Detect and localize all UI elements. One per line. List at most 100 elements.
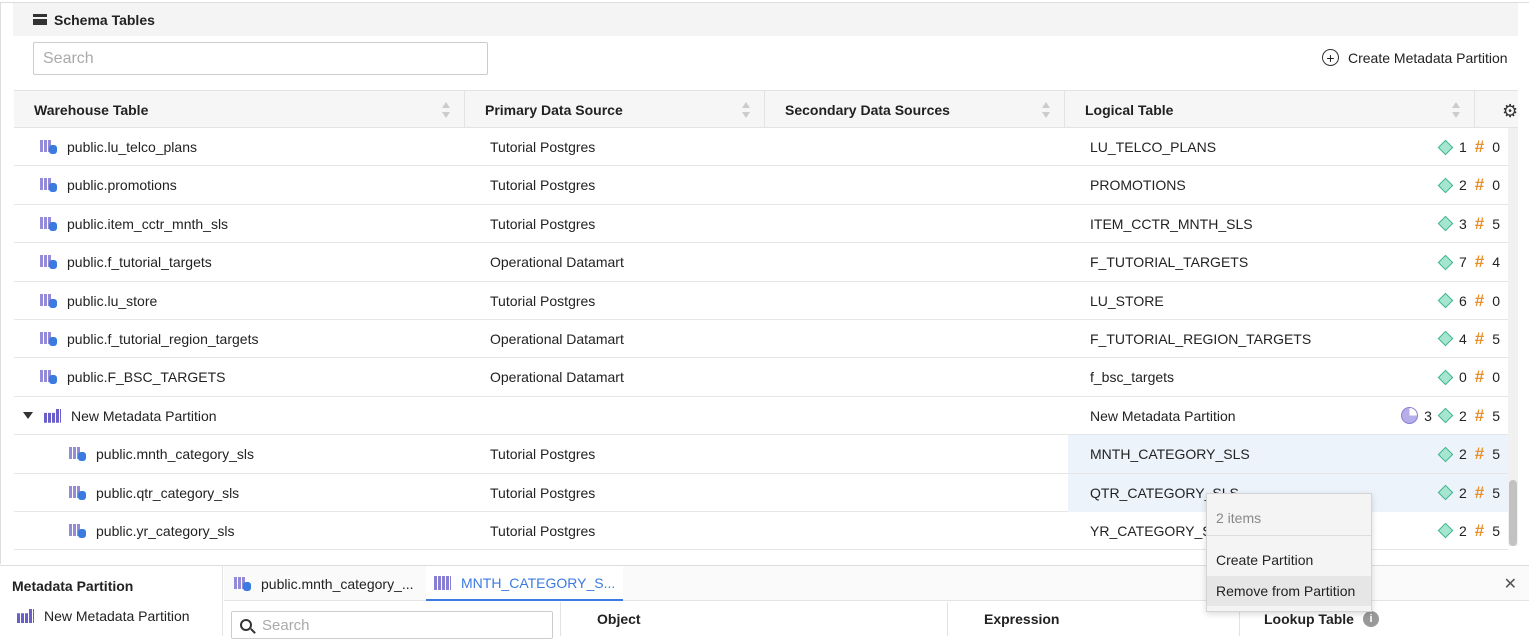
- table-header: Warehouse Table Primary Data Source Seco…: [14, 90, 1518, 128]
- sort-icon[interactable]: [442, 102, 450, 118]
- warehouse-table-icon: [40, 331, 57, 346]
- table-row[interactable]: public.yr_category_sls Tutorial Postgres…: [14, 512, 1508, 551]
- scrollbar-thumb[interactable]: [1509, 480, 1517, 546]
- warehouse-cell: public.item_cctr_mnth_sls: [40, 205, 228, 243]
- menu-item-remove-from-partition[interactable]: Remove from Partition: [1207, 576, 1371, 606]
- attribute-icon: [1437, 407, 1454, 424]
- partition-item[interactable]: New Metadata Partition: [17, 608, 190, 624]
- metric-count: 5: [1492, 522, 1500, 539]
- attribute-count: 2: [1458, 407, 1467, 424]
- logical-table-name: New Metadata Partition: [1090, 407, 1236, 424]
- logical-table-name: LU_STORE: [1090, 292, 1164, 309]
- column-label: Object: [597, 611, 641, 627]
- partition-icon: [17, 609, 34, 623]
- table-row[interactable]: public.lu_telco_plans Tutorial Postgres …: [14, 128, 1508, 167]
- search-input[interactable]: Search: [33, 42, 488, 75]
- partition-row[interactable]: New Metadata Partition New Metadata Part…: [14, 397, 1508, 436]
- panel-title: Schema Tables: [54, 11, 155, 28]
- attribute-icon: [1437, 254, 1454, 270]
- table-row[interactable]: public.mnth_category_sls Tutorial Postgr…: [14, 435, 1508, 474]
- warehouse-name: public.item_cctr_mnth_sls: [67, 215, 229, 232]
- warehouse-table-icon: [40, 178, 57, 193]
- logical-table-name: YR_CATEGORY_SLS: [1090, 522, 1229, 539]
- sort-icon[interactable]: [742, 102, 750, 118]
- metric-icon: #: [1474, 252, 1485, 272]
- column-lookup-table: Lookup Table i: [1239, 602, 1529, 636]
- sort-icon[interactable]: [1042, 102, 1050, 118]
- detail-header: Search Object Expression Lookup Table i: [224, 602, 1529, 639]
- table-row[interactable]: public.promotions Tutorial Postgres PROM…: [14, 166, 1508, 205]
- gear-icon[interactable]: ⚙: [1502, 101, 1519, 121]
- table-row[interactable]: public.f_tutorial_targets Operational Da…: [14, 243, 1508, 282]
- selection-count: 2 items: [1207, 500, 1371, 536]
- warehouse-table-icon: [40, 293, 57, 308]
- logical-table-name: f_bsc_targets: [1090, 369, 1175, 386]
- warehouse-table-icon: [40, 216, 57, 231]
- attribute-count: 4: [1458, 330, 1467, 347]
- column-primary-data-source[interactable]: Primary Data Source: [465, 91, 765, 128]
- warehouse-table-icon: [234, 576, 251, 591]
- column-object: Object: [560, 602, 947, 636]
- partition-icon: [44, 408, 61, 423]
- panel-header: Schema Tables: [13, 3, 1518, 36]
- metric-count: 0: [1492, 292, 1500, 309]
- primary-source: Tutorial Postgres: [490, 139, 596, 155]
- metric-icon: #: [1474, 482, 1485, 502]
- warehouse-cell: public.f_tutorial_region_targets: [40, 320, 258, 358]
- expand-caret-icon[interactable]: [23, 412, 33, 420]
- attribute-count: 2: [1458, 522, 1467, 539]
- primary-source: Tutorial Postgres: [490, 292, 596, 309]
- table-body: public.lu_telco_plans Tutorial Postgres …: [14, 128, 1508, 551]
- create-metadata-partition-button[interactable]: + Create Metadata Partition: [1322, 49, 1508, 66]
- primary-source: Tutorial Postgres: [490, 522, 596, 539]
- tab-warehouse-table[interactable]: public.mnth_category_...: [226, 566, 422, 601]
- close-icon[interactable]: ✕: [1503, 576, 1517, 593]
- metric-icon: #: [1474, 213, 1485, 233]
- metric-icon: #: [1474, 328, 1485, 348]
- warehouse-name: public.f_tutorial_targets: [67, 254, 212, 271]
- primary-source: Tutorial Postgres: [490, 484, 596, 501]
- table-row[interactable]: public.qtr_category_sls Tutorial Postgre…: [14, 473, 1508, 512]
- table-row[interactable]: public.item_cctr_mnth_sls Tutorial Postg…: [14, 205, 1508, 244]
- primary-source: Operational Datamart: [490, 369, 624, 386]
- table-row[interactable]: public.F_BSC_TARGETS Operational Datamar…: [14, 358, 1508, 397]
- attribute-icon: [1437, 177, 1454, 194]
- logical-table-name: LU_TELCO_PLANS: [1090, 139, 1217, 155]
- object-counts: 3 2 #5: [1401, 397, 1500, 435]
- object-counts: 3 #5: [1436, 205, 1500, 243]
- warehouse-table-icon: [69, 523, 86, 538]
- tab-label: public.mnth_category_...: [261, 575, 414, 592]
- primary-source: Tutorial Postgres: [490, 446, 596, 463]
- attribute-count: 2: [1458, 484, 1467, 501]
- object-counts: 6 #0: [1436, 282, 1500, 320]
- metric-icon: #: [1474, 290, 1485, 310]
- attribute-icon: [1437, 523, 1454, 539]
- column-logical-table[interactable]: Logical Table: [1065, 91, 1475, 128]
- warehouse-cell: public.f_tutorial_targets: [40, 243, 212, 281]
- warehouse-table-icon: [40, 255, 57, 270]
- attribute-count: 6: [1458, 292, 1467, 309]
- object-counts: 2 #5: [1436, 435, 1500, 473]
- primary-source: Operational Datamart: [490, 254, 624, 271]
- column-label: Logical Table: [1085, 101, 1174, 118]
- logical-table-name: F_TUTORIAL_TARGETS: [1090, 254, 1249, 271]
- menu-item-create-partition[interactable]: Create Partition: [1216, 552, 1314, 568]
- pie-icon: [1401, 407, 1419, 425]
- scrollbar[interactable]: [1508, 128, 1518, 546]
- attribute-icon: [1437, 292, 1454, 309]
- attribute-count: 2: [1458, 177, 1467, 194]
- attribute-icon: [1437, 216, 1454, 232]
- column-secondary-data-sources[interactable]: Secondary Data Sources: [765, 91, 1065, 128]
- table-row[interactable]: public.lu_store Tutorial Postgres LU_STO…: [14, 282, 1508, 320]
- attribute-count: 3: [1458, 215, 1467, 232]
- table-icon: [33, 14, 47, 25]
- metric-count: 5: [1492, 215, 1500, 232]
- partition-sidebar: Metadata Partition New Metadata Partitio…: [0, 566, 223, 636]
- sort-icon[interactable]: [1452, 102, 1460, 118]
- table-row[interactable]: public.f_tutorial_region_targets Operati…: [14, 320, 1508, 359]
- column-warehouse-table[interactable]: Warehouse Table: [14, 91, 465, 128]
- metric-count: 0: [1492, 369, 1500, 386]
- warehouse-cell: public.qtr_category_sls: [69, 474, 239, 512]
- info-icon[interactable]: i: [1362, 611, 1379, 627]
- tab-logical-table[interactable]: MNTH_CATEGORY_S...: [426, 566, 624, 601]
